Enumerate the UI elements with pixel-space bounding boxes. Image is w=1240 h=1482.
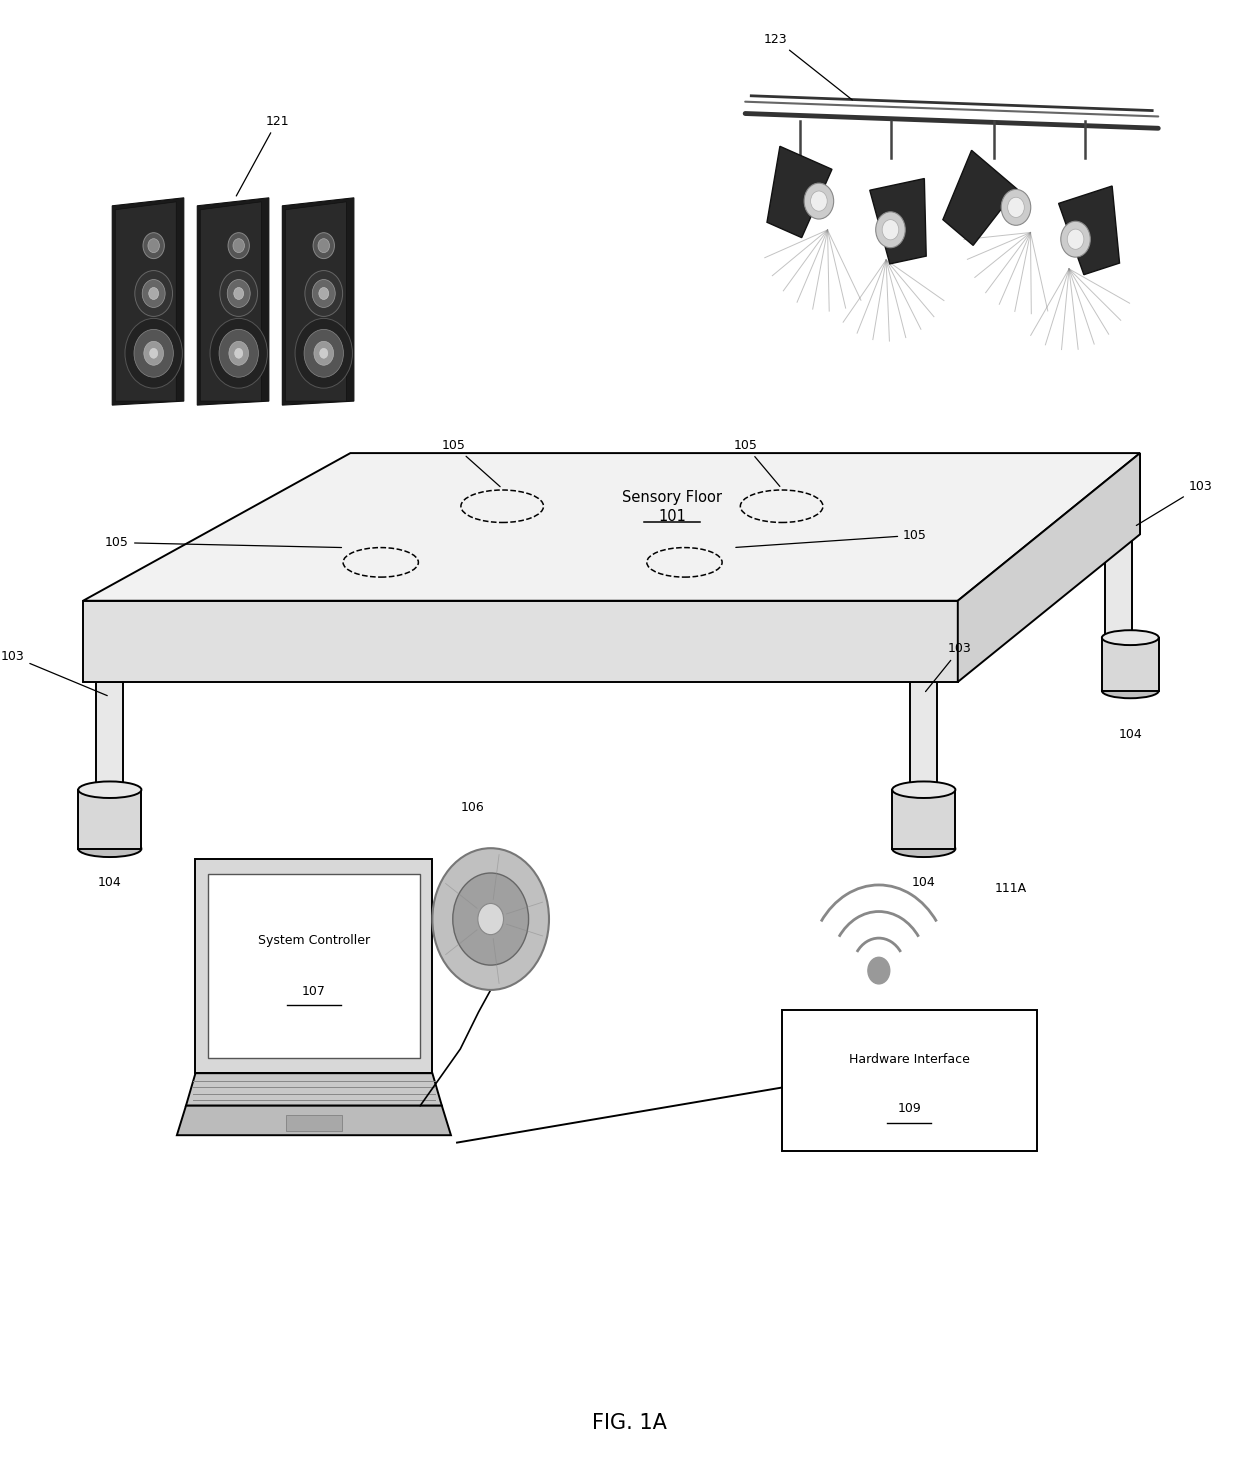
Polygon shape (201, 202, 262, 402)
Polygon shape (115, 202, 176, 402)
Circle shape (149, 288, 159, 299)
Circle shape (219, 271, 258, 317)
Polygon shape (196, 860, 433, 1073)
Text: 105: 105 (105, 536, 341, 550)
Polygon shape (177, 1106, 451, 1135)
Ellipse shape (78, 781, 141, 797)
FancyBboxPatch shape (286, 1114, 342, 1131)
Circle shape (804, 184, 833, 219)
Text: 109: 109 (898, 1103, 921, 1114)
Circle shape (477, 904, 503, 935)
Circle shape (295, 319, 352, 388)
Circle shape (148, 239, 160, 252)
Ellipse shape (893, 781, 955, 797)
Circle shape (233, 239, 244, 252)
Text: 104: 104 (1118, 728, 1142, 741)
Text: FIG. 1A: FIG. 1A (593, 1414, 667, 1433)
Text: 105: 105 (441, 439, 500, 486)
Circle shape (234, 288, 243, 299)
Text: 104: 104 (98, 876, 122, 889)
Circle shape (144, 341, 164, 365)
Polygon shape (78, 790, 141, 849)
Circle shape (1068, 230, 1084, 249)
Polygon shape (113, 197, 184, 405)
Text: System Controller: System Controller (258, 934, 370, 947)
Circle shape (1008, 197, 1024, 218)
Polygon shape (869, 178, 926, 264)
Circle shape (210, 319, 268, 388)
Text: 105: 105 (733, 439, 780, 486)
Circle shape (304, 329, 343, 378)
Text: Hardware Interface: Hardware Interface (848, 1054, 970, 1066)
Circle shape (305, 271, 342, 317)
Polygon shape (1059, 187, 1120, 274)
Polygon shape (97, 682, 123, 785)
Text: 104: 104 (911, 876, 936, 889)
Ellipse shape (78, 840, 141, 857)
Polygon shape (910, 682, 937, 785)
Circle shape (143, 233, 165, 258)
Circle shape (228, 233, 249, 258)
Circle shape (319, 288, 329, 299)
Text: 103: 103 (1136, 480, 1213, 526)
Circle shape (314, 341, 334, 365)
Circle shape (1060, 221, 1090, 258)
Text: 107: 107 (303, 986, 326, 999)
Text: 101: 101 (658, 510, 686, 525)
Circle shape (320, 348, 327, 359)
Circle shape (1001, 190, 1030, 225)
Text: 111A: 111A (994, 882, 1027, 895)
Ellipse shape (1102, 630, 1158, 645)
Circle shape (433, 848, 549, 990)
Circle shape (875, 212, 905, 247)
Circle shape (125, 319, 182, 388)
Circle shape (312, 280, 335, 307)
Polygon shape (781, 1011, 1037, 1150)
Circle shape (150, 348, 157, 359)
Circle shape (882, 219, 899, 240)
Polygon shape (768, 147, 832, 237)
Polygon shape (283, 197, 353, 405)
Circle shape (234, 348, 243, 359)
Text: Sensory Floor: Sensory Floor (622, 491, 723, 505)
Text: 121: 121 (237, 114, 289, 196)
Polygon shape (1105, 535, 1132, 637)
Text: 103: 103 (1, 649, 107, 695)
Polygon shape (83, 600, 957, 682)
Text: 106: 106 (460, 802, 485, 814)
Circle shape (229, 341, 248, 365)
Circle shape (135, 271, 172, 317)
Circle shape (227, 280, 250, 307)
Circle shape (453, 873, 528, 965)
Ellipse shape (893, 840, 955, 857)
Text: 105: 105 (735, 529, 928, 547)
Text: 123: 123 (764, 33, 852, 99)
Polygon shape (207, 874, 420, 1058)
Polygon shape (83, 453, 1140, 600)
Circle shape (312, 233, 335, 258)
Polygon shape (1102, 637, 1158, 691)
Circle shape (317, 239, 330, 252)
Polygon shape (285, 202, 346, 402)
Circle shape (219, 329, 258, 378)
Polygon shape (942, 150, 1017, 246)
Polygon shape (957, 453, 1140, 682)
Text: 103: 103 (925, 642, 972, 692)
Circle shape (143, 280, 165, 307)
Polygon shape (186, 1073, 441, 1106)
Circle shape (868, 957, 890, 984)
Polygon shape (197, 197, 269, 405)
Polygon shape (893, 790, 955, 849)
Circle shape (134, 329, 174, 378)
Ellipse shape (1102, 683, 1158, 698)
Circle shape (811, 191, 827, 212)
